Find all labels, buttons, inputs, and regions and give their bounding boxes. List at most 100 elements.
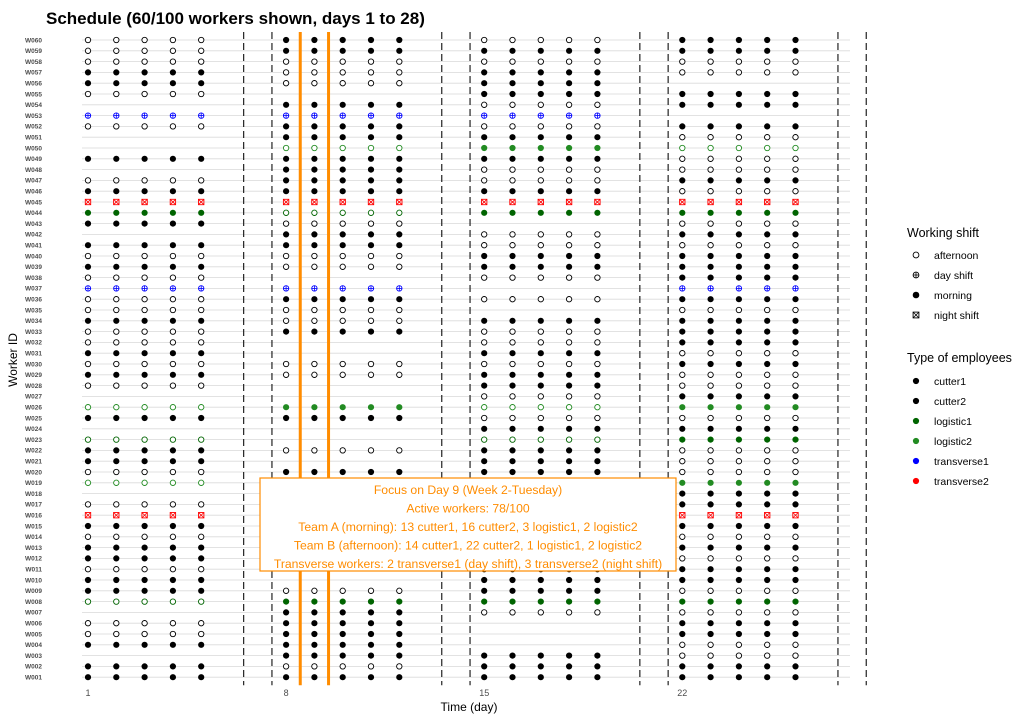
point-w011-day1: [84, 566, 92, 573]
point-w034-day11: [367, 317, 375, 324]
point-w009-day23: [707, 587, 714, 594]
point-w048-day19: [594, 166, 601, 173]
point-w008-day1: [84, 598, 92, 605]
point-w043-day23: [707, 220, 714, 227]
point-w058-day5: [198, 58, 205, 65]
point-w042-day18: [565, 231, 573, 238]
point-w021-day2: [113, 458, 120, 465]
point-w051-day9: [311, 134, 318, 141]
point-w050-day16: [509, 144, 516, 152]
point-w047-day4: [169, 177, 177, 184]
y-tick-w029: W029: [25, 372, 42, 379]
annotation-box: [259, 477, 677, 572]
y-tick-w007: W007: [25, 610, 42, 617]
point-w020-day4: [169, 468, 177, 476]
point-w035-day5: [198, 306, 205, 314]
legend-shift-title: Working shift: [907, 226, 980, 240]
point-w031-day25: [764, 350, 771, 357]
point-w001-day1: [84, 674, 92, 681]
point-w058-day17: [537, 58, 544, 65]
point-w031-day22: [679, 350, 686, 357]
point-w053-day10: [339, 112, 346, 119]
point-w052-day1: [84, 123, 92, 130]
point-w044-day5: [198, 209, 205, 216]
point-w041-day2: [113, 242, 120, 249]
point-w023-day19: [594, 436, 601, 443]
point-w029-day11: [367, 371, 375, 378]
point-w011-day4: [169, 566, 177, 573]
point-w032-day16: [509, 339, 516, 346]
point-w009-day10: [339, 587, 346, 594]
point-w039-day18: [565, 263, 573, 270]
point-w048-day16: [509, 166, 516, 173]
y-tick-w006: W006: [25, 621, 42, 628]
point-w042-day10: [339, 231, 346, 238]
point-w053-day5: [198, 112, 205, 119]
point-w032-day23: [707, 339, 714, 346]
point-w024-day22: [679, 425, 686, 432]
point-w035-day24: [735, 306, 743, 314]
y-tick-w060: W060: [25, 37, 42, 44]
point-w009-day2: [113, 587, 120, 594]
point-w009-day19: [594, 587, 601, 594]
point-w049-day2: [113, 155, 120, 162]
point-w035-day23: [707, 306, 714, 314]
point-w056-day12: [396, 80, 403, 87]
point-w001-day26: [792, 674, 799, 681]
point-w020-day24: [735, 468, 743, 476]
point-w005-day8: [282, 630, 290, 638]
point-w002-day3: [141, 663, 148, 670]
point-w037-day23: [707, 285, 714, 292]
point-w015-day5: [198, 522, 205, 530]
y-tick-w048: W048: [25, 167, 42, 174]
y-tick-w011: W011: [25, 567, 42, 574]
point-w037-day4: [169, 285, 177, 292]
point-w049-day12: [396, 155, 403, 162]
legend-type-transverse1: transverse1: [934, 456, 989, 468]
point-w001-day15: [481, 674, 488, 681]
point-w002-day12: [396, 663, 403, 670]
point-w020-day9: [311, 468, 318, 476]
point-w039-day11: [367, 263, 375, 270]
point-w006-day22: [679, 620, 686, 627]
point-w042-day24: [735, 231, 743, 238]
y-tick-w008: W008: [25, 599, 42, 606]
annotation-line-1: Focus on Day 9 (Week 2-Tuesday): [374, 483, 562, 497]
point-w037-day25: [764, 285, 771, 292]
legend-type-logistic2: logistic2: [934, 436, 972, 448]
point-w017-day22: [679, 501, 686, 508]
point-w023-day1: [84, 436, 92, 443]
point-w025-day17: [537, 414, 544, 422]
point-w025-day3: [141, 414, 148, 422]
point-w047-day17: [537, 177, 544, 184]
point-w051-day15: [481, 134, 488, 141]
point-w035-day1: [84, 306, 92, 314]
point-w018-day25: [764, 490, 771, 497]
y-tick-w020: W020: [25, 469, 42, 476]
week-separator-layer: [243, 32, 867, 686]
point-w060-day10: [339, 36, 346, 44]
point-w006-day11: [367, 620, 375, 627]
point-w057-day2: [113, 69, 120, 76]
point-w033-day19: [594, 328, 601, 335]
point-w059-day4: [169, 47, 177, 54]
point-w034-day24: [735, 317, 743, 324]
point-w006-day25: [764, 620, 771, 627]
y-tick-w053: W053: [25, 113, 42, 120]
point-w032-day1: [84, 339, 92, 346]
point-w037-day2: [113, 285, 120, 292]
y-tick-w010: W010: [25, 577, 42, 584]
point-w059-day25: [764, 47, 771, 54]
point-w049-day9: [311, 155, 318, 162]
point-w007-day25: [764, 609, 771, 616]
point-w041-day19: [594, 242, 601, 249]
point-w019-day26: [792, 479, 799, 486]
x-tick-22: 22: [677, 688, 687, 698]
point-w059-day18: [565, 47, 573, 54]
point-w054-day8: [282, 101, 290, 108]
point-w021-day23: [707, 458, 714, 465]
point-w027-day22: [679, 393, 686, 400]
point-w046-day23: [707, 188, 714, 195]
annotation-line-2: Active workers: 78/100: [406, 502, 530, 516]
point-w031-day18: [565, 350, 573, 357]
